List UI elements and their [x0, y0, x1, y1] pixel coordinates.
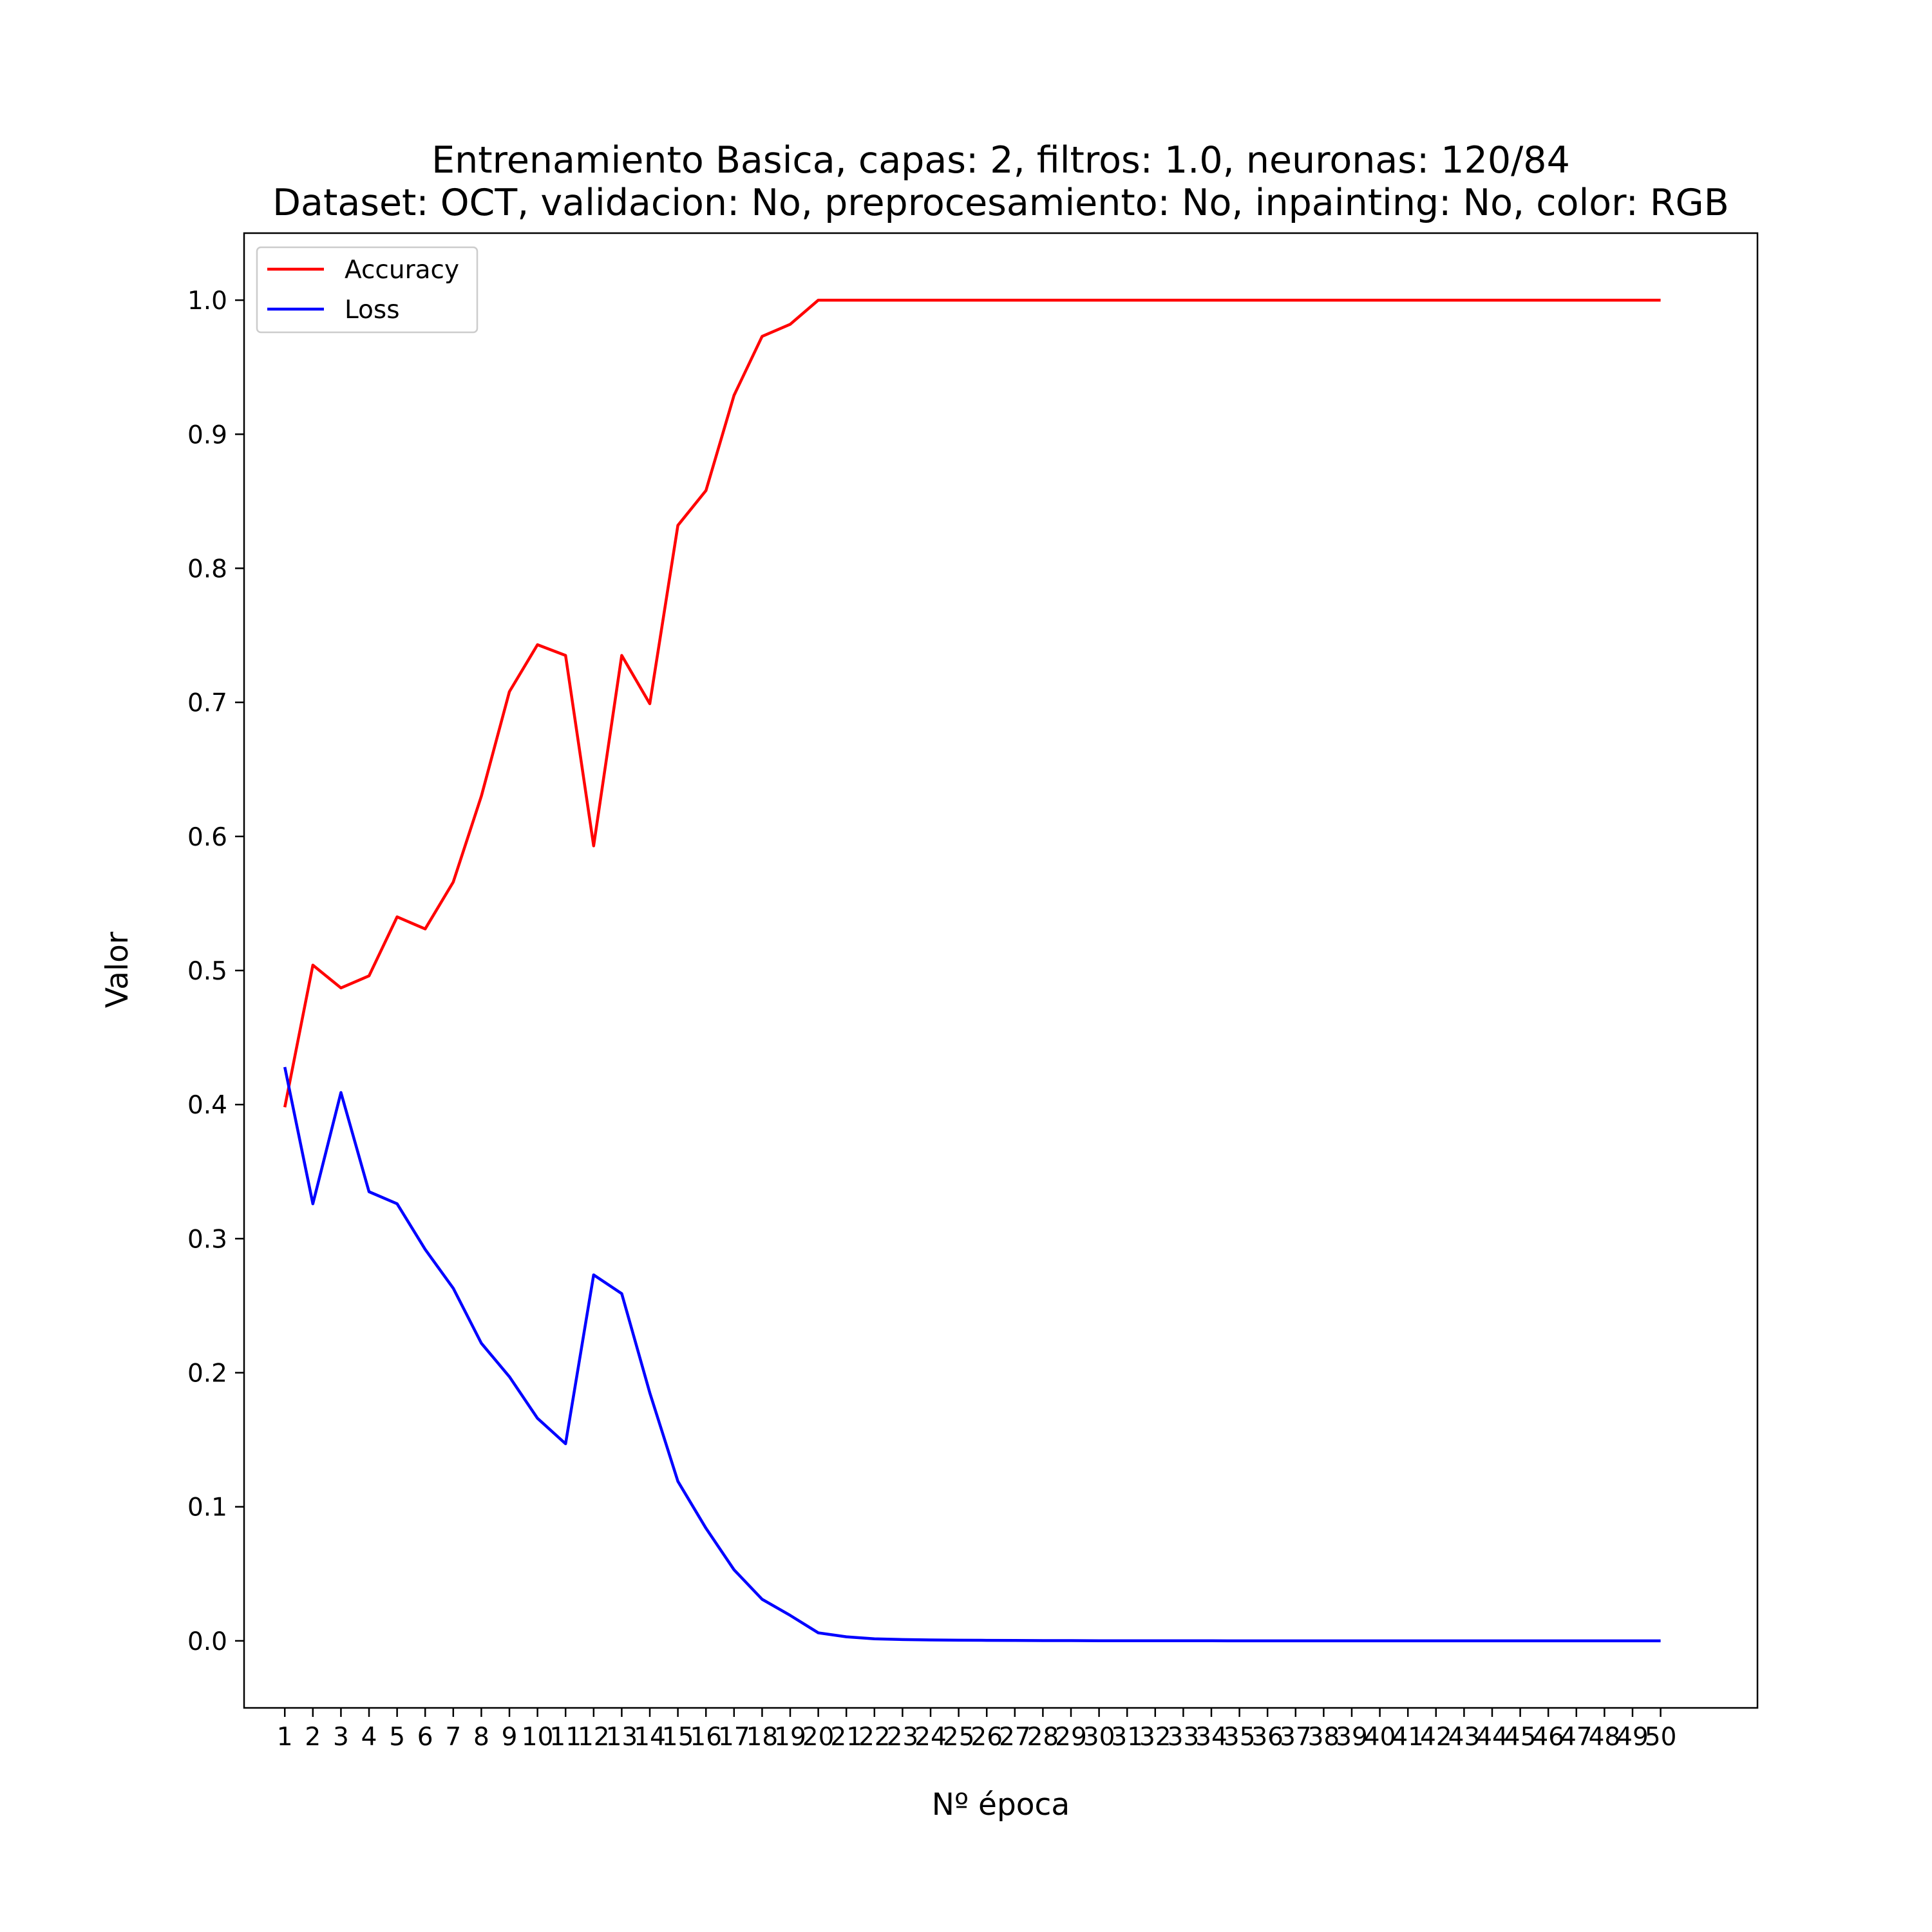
- y-tick-label: 0.5: [187, 957, 227, 986]
- x-tick-label: 27: [999, 1723, 1031, 1752]
- plot-area: 0.00.10.20.30.40.50.60.70.80.91.01 2 3 4 5 6 7…: [187, 232, 1759, 1752]
- y-tick-label: 0.2: [187, 1359, 227, 1388]
- x-tick-label: 24: [914, 1723, 947, 1752]
- y-axis-label: Valor: [100, 931, 135, 1008]
- x-tick-label: 23: [887, 1723, 919, 1752]
- y-tick-label: 0.9: [187, 421, 227, 450]
- chart-title: Entrenamiento Basica, capas: 2, filtros:…: [431, 139, 1570, 182]
- x-tick-label: 28: [1027, 1723, 1059, 1752]
- x-tick-label: 49: [1616, 1723, 1649, 1752]
- x-tick-label: 38: [1308, 1723, 1340, 1752]
- x-tick-label: 45: [1504, 1723, 1537, 1752]
- y-tick-label: 0.6: [187, 823, 227, 852]
- y-tick-label: 0.8: [187, 554, 227, 583]
- x-tick-label: 19: [774, 1723, 806, 1752]
- x-tick-label: 43: [1448, 1723, 1481, 1752]
- x-tick-label: 30: [1083, 1723, 1115, 1752]
- x-tick-label: 33: [1168, 1723, 1200, 1752]
- x-tick-label: 48: [1589, 1723, 1621, 1752]
- series-line-loss: [283, 1066, 1661, 1643]
- y-tick-label: 1.0: [187, 287, 227, 316]
- x-tick-label: 34: [1195, 1723, 1227, 1752]
- series-line-accuracy: [283, 298, 1661, 1108]
- x-tick-label: 29: [1055, 1723, 1087, 1752]
- x-tick-label: 15: [662, 1723, 694, 1752]
- x-tick-label: 21: [830, 1723, 862, 1752]
- x-tick-label: 35: [1224, 1723, 1256, 1752]
- x-tick-label: 3: [333, 1723, 349, 1752]
- x-tick-label: 5: [389, 1723, 405, 1752]
- x-tick-label: 18: [746, 1723, 779, 1752]
- x-tick-label: 32: [1139, 1723, 1171, 1752]
- x-tick-label: 13: [606, 1723, 638, 1752]
- x-tick-label: 22: [858, 1723, 891, 1752]
- x-tick-label: 39: [1336, 1723, 1368, 1752]
- x-tick-label: 20: [802, 1723, 835, 1752]
- x-tick-label: 7: [445, 1723, 461, 1752]
- y-tick-label: 0.7: [187, 689, 227, 718]
- x-tick-label: 46: [1532, 1723, 1564, 1752]
- x-tick-label: 1: [277, 1723, 293, 1752]
- x-tick-label: 47: [1560, 1723, 1593, 1752]
- x-tick-label: 12: [578, 1723, 610, 1752]
- x-tick-label: 41: [1392, 1723, 1424, 1752]
- x-tick-label: 10: [522, 1723, 554, 1752]
- y-tick-label: 0.4: [187, 1091, 227, 1120]
- legend-label-loss: Loss: [345, 296, 400, 325]
- x-axis-label: Nº época: [932, 1787, 1070, 1823]
- x-tick-label: 26: [971, 1723, 1003, 1752]
- x-tick-label: 2: [305, 1723, 321, 1752]
- x-tick-label: 40: [1364, 1723, 1396, 1752]
- x-tick-label: 50: [1645, 1723, 1677, 1752]
- x-tick-label: 16: [690, 1723, 722, 1752]
- x-tick-label: 25: [943, 1723, 975, 1752]
- x-tick-label: 9: [502, 1723, 518, 1752]
- x-tick-label: 42: [1420, 1723, 1452, 1752]
- x-tick-label: 37: [1280, 1723, 1312, 1752]
- y-tick-label: 0.1: [187, 1493, 227, 1522]
- x-tick-label: 17: [718, 1723, 750, 1752]
- x-tick-label: 11: [549, 1723, 582, 1752]
- x-tick-label: 4: [361, 1723, 377, 1752]
- legend-label-accuracy: Accuracy: [345, 256, 459, 285]
- x-tick-label: 6: [417, 1723, 433, 1752]
- y-tick-label: 0.3: [187, 1225, 227, 1254]
- x-tick-label: 14: [634, 1723, 666, 1752]
- x-tick-label: 31: [1111, 1723, 1143, 1752]
- chart-subtitle: Dataset: OCT, validacion: No, preprocesa…: [272, 182, 1729, 224]
- x-tick-label: 44: [1476, 1723, 1508, 1752]
- y-tick-label: 0.0: [187, 1627, 227, 1656]
- x-tick-label: 8: [473, 1723, 489, 1752]
- x-tick-label: 36: [1251, 1723, 1283, 1752]
